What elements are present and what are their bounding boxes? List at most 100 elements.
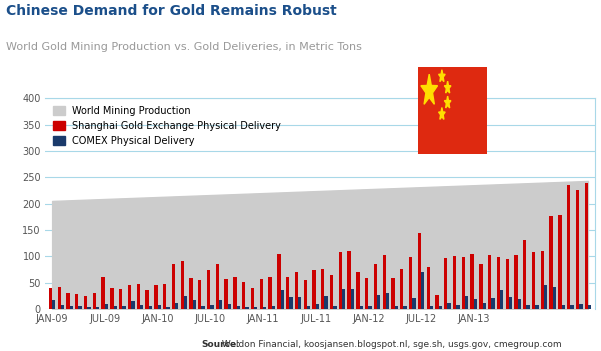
Bar bbox=[579, 304, 582, 309]
Bar bbox=[148, 306, 152, 309]
Bar bbox=[321, 270, 325, 309]
Bar bbox=[462, 257, 465, 309]
Bar bbox=[544, 285, 548, 309]
Bar bbox=[272, 306, 275, 309]
Bar bbox=[526, 305, 530, 309]
Text: Chinese Demand for Gold Remains Robust: Chinese Demand for Gold Remains Robust bbox=[6, 4, 337, 18]
Bar bbox=[483, 303, 486, 309]
Bar bbox=[500, 291, 504, 309]
Bar bbox=[193, 300, 196, 309]
Bar bbox=[166, 307, 169, 309]
Bar bbox=[298, 297, 302, 309]
Bar bbox=[189, 278, 193, 309]
Bar bbox=[356, 272, 359, 309]
Polygon shape bbox=[444, 81, 451, 93]
Bar bbox=[479, 264, 483, 309]
Bar bbox=[351, 289, 354, 309]
Bar bbox=[386, 293, 389, 309]
Bar bbox=[471, 253, 474, 309]
Text: World Gold Mining Production vs. Gold Deliveries, in Metric Tons: World Gold Mining Production vs. Gold De… bbox=[6, 42, 362, 52]
Bar bbox=[254, 307, 257, 309]
Bar bbox=[514, 255, 517, 309]
Bar bbox=[224, 279, 228, 309]
Polygon shape bbox=[444, 96, 451, 108]
Bar bbox=[570, 305, 574, 309]
Bar bbox=[330, 274, 333, 309]
Bar bbox=[474, 299, 477, 309]
Bar bbox=[383, 255, 386, 309]
Bar bbox=[286, 277, 289, 309]
Bar bbox=[456, 305, 460, 309]
Bar bbox=[260, 279, 263, 309]
Bar bbox=[365, 278, 368, 309]
Bar bbox=[427, 267, 430, 309]
Bar bbox=[313, 270, 316, 309]
Bar bbox=[105, 304, 108, 309]
Bar bbox=[96, 307, 99, 309]
Bar bbox=[561, 305, 565, 309]
Bar bbox=[79, 306, 82, 309]
Bar bbox=[465, 296, 468, 309]
Text: Weldon Financial, koosjansen.blogspot.nl, sge.sh, usgs.gov, cmegroup.com: Weldon Financial, koosjansen.blogspot.nl… bbox=[219, 340, 562, 349]
Bar bbox=[541, 251, 544, 309]
Bar bbox=[102, 277, 105, 309]
Bar bbox=[75, 294, 79, 309]
Polygon shape bbox=[421, 74, 438, 104]
Bar bbox=[210, 305, 213, 309]
Bar bbox=[488, 255, 492, 309]
Bar bbox=[304, 280, 307, 309]
Bar bbox=[58, 287, 61, 309]
Bar bbox=[216, 264, 219, 309]
Bar bbox=[123, 306, 126, 309]
Bar bbox=[61, 305, 64, 309]
Bar bbox=[517, 299, 521, 309]
Bar bbox=[154, 285, 157, 309]
Bar bbox=[180, 261, 184, 309]
Bar bbox=[84, 296, 87, 309]
Text: Source:: Source: bbox=[201, 340, 240, 349]
Bar bbox=[439, 306, 442, 309]
Bar bbox=[316, 304, 319, 309]
Bar bbox=[576, 190, 579, 309]
Bar bbox=[558, 215, 561, 309]
Bar bbox=[447, 303, 451, 309]
Bar bbox=[49, 288, 52, 309]
Bar bbox=[435, 295, 439, 309]
Bar bbox=[175, 303, 178, 309]
Bar bbox=[140, 305, 143, 309]
Bar bbox=[307, 306, 310, 309]
Bar bbox=[245, 307, 249, 309]
Bar bbox=[588, 305, 591, 309]
Bar bbox=[549, 216, 553, 309]
Bar bbox=[567, 185, 570, 309]
Bar bbox=[198, 280, 201, 309]
Bar bbox=[93, 293, 96, 309]
Bar bbox=[114, 306, 117, 309]
Bar bbox=[418, 232, 421, 309]
Bar bbox=[368, 306, 371, 309]
Bar bbox=[421, 272, 424, 309]
Bar bbox=[70, 306, 73, 309]
Bar bbox=[87, 307, 91, 309]
Bar bbox=[395, 306, 398, 309]
Legend: World Mining Production, Shanghai Gold Exchange Physical Delivery, COMEX Physica: World Mining Production, Shanghai Gold E… bbox=[50, 103, 284, 149]
Bar bbox=[409, 257, 412, 309]
Bar bbox=[338, 252, 342, 309]
Bar bbox=[403, 306, 407, 309]
Bar bbox=[453, 256, 456, 309]
Bar bbox=[400, 269, 403, 309]
Bar bbox=[430, 306, 433, 309]
Bar bbox=[237, 306, 240, 309]
Bar bbox=[391, 278, 395, 309]
Bar bbox=[342, 289, 346, 309]
Bar bbox=[509, 297, 512, 309]
Bar bbox=[119, 289, 123, 309]
Bar bbox=[242, 282, 245, 309]
Bar bbox=[553, 287, 556, 309]
Bar bbox=[66, 293, 70, 309]
Bar bbox=[207, 270, 210, 309]
Bar bbox=[131, 301, 135, 309]
Bar bbox=[136, 284, 140, 309]
Bar bbox=[219, 300, 222, 309]
Bar bbox=[251, 288, 254, 309]
